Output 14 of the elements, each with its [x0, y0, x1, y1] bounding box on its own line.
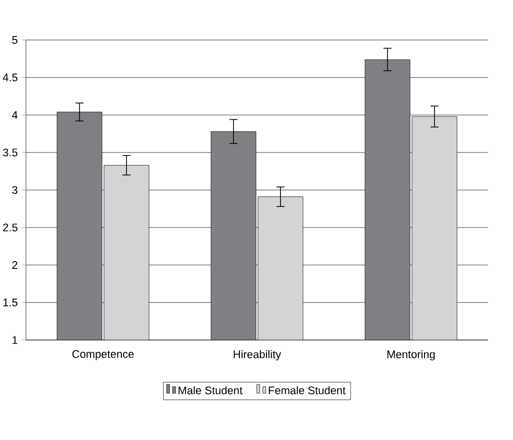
y-tick-label: 4: [12, 111, 18, 119]
y-tick-label: 1.5: [3, 298, 18, 306]
legend-label: Female Student: [268, 386, 346, 394]
legend-label: Male Student: [178, 386, 242, 394]
x-tick-label: Hireability: [234, 350, 282, 360]
y-tick-label: 2: [12, 261, 18, 269]
y-tick-label: 3: [12, 186, 18, 194]
y-tick-label: 4.5: [2, 74, 18, 82]
y-tick-label: 2.5: [3, 224, 18, 232]
x-tick-label: Competence: [72, 350, 134, 360]
y-tick-label: 3.5: [3, 148, 18, 156]
y-tick-label: 1: [12, 336, 18, 344]
x-tick-label: Mentoring: [387, 350, 435, 360]
y-tick-label: 5: [12, 36, 18, 44]
